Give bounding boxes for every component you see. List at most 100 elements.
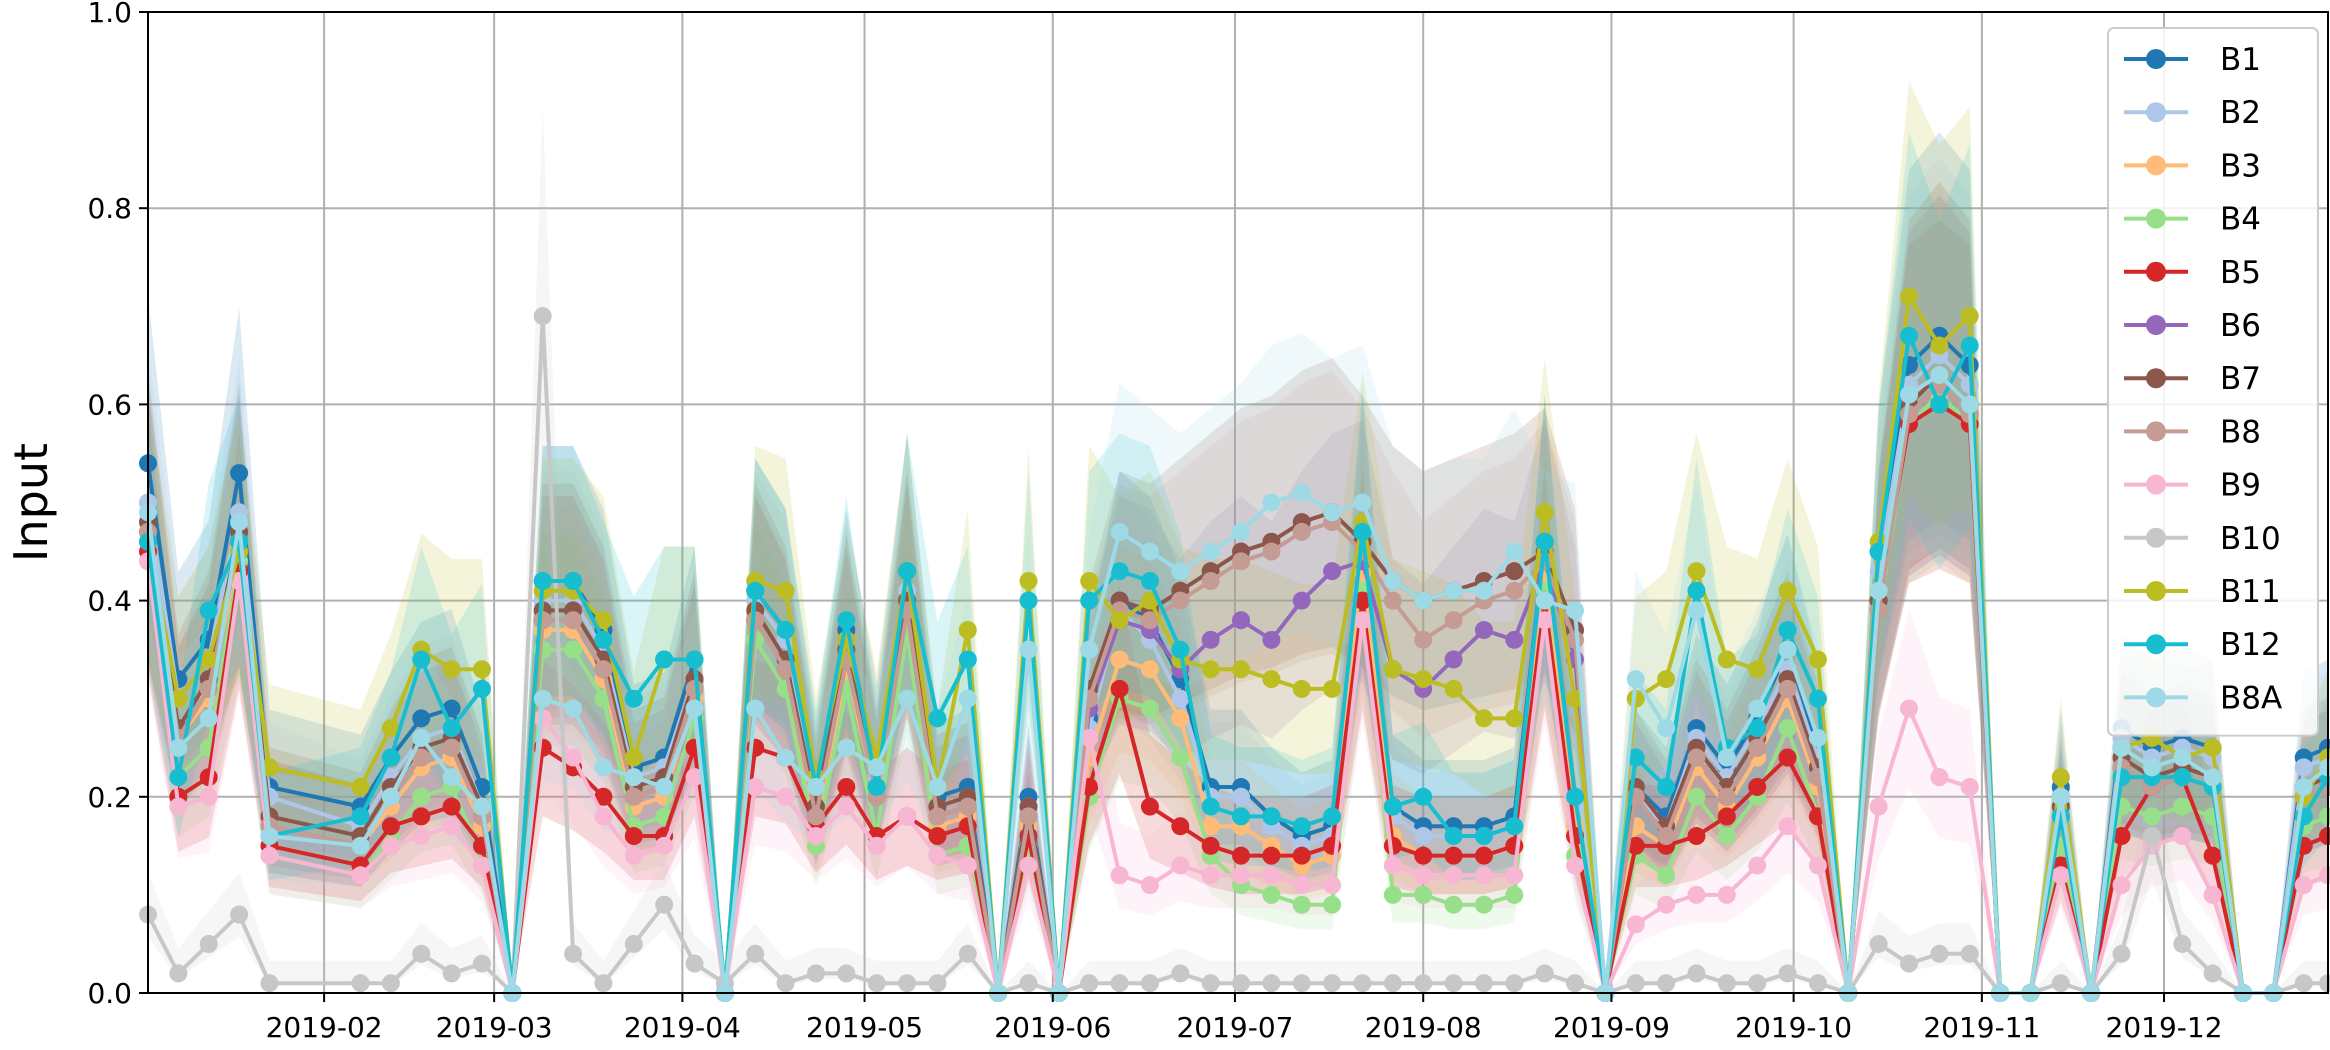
x-tick-label: 2019-11: [1923, 1011, 2040, 1044]
data-point-b8: [1717, 787, 1736, 806]
data-point-b12: [837, 611, 856, 630]
x-tick-label: 2019-04: [624, 1011, 741, 1044]
data-point-b8a: [806, 777, 825, 796]
data-point-b4: [1171, 748, 1190, 767]
data-point-b12: [624, 689, 643, 708]
data-point-b8a: [2142, 758, 2161, 777]
data-point-b10: [1808, 974, 1827, 993]
band-b4: [148, 207, 2328, 993]
band-b5: [148, 219, 2328, 994]
data-point-b8a: [1444, 581, 1463, 600]
data-point-b9: [746, 777, 765, 796]
legend-item-b9: B9: [2124, 468, 2261, 504]
data-point-b8: [1778, 679, 1797, 698]
data-point-b5: [442, 797, 461, 816]
data-point-b8a: [260, 827, 279, 846]
data-point-b10: [1110, 974, 1129, 993]
data-point-b9: [1748, 856, 1767, 875]
data-point-b11: [1444, 679, 1463, 698]
legend-marker-swatch: [2146, 315, 2166, 335]
data-point-b5: [594, 787, 613, 806]
data-point-b8: [1414, 630, 1433, 649]
data-point-b9: [1900, 699, 1919, 718]
data-point-b9: [2051, 866, 2070, 885]
data-point-b9: [1110, 866, 1129, 885]
legend-label: B10: [2220, 521, 2281, 557]
data-point-b8: [958, 797, 977, 816]
data-point-b2: [1414, 827, 1433, 846]
data-point-b6: [1201, 630, 1220, 649]
data-point-b5: [624, 827, 643, 846]
data-point-b8a: [1292, 483, 1311, 502]
data-point-b9: [655, 836, 674, 855]
data-point-b8: [1171, 591, 1190, 610]
data-point-b12: [2051, 807, 2070, 826]
legend-item-b2: B2: [2124, 95, 2261, 131]
data-point-b9: [624, 846, 643, 865]
data-point-b5: [1778, 748, 1797, 767]
band-b7: [148, 182, 2328, 993]
data-point-b4: [1687, 787, 1706, 806]
data-point-b10: [1930, 944, 1949, 963]
x-tick-label: 2019-09: [1553, 1011, 1670, 1044]
data-point-b9: [1383, 856, 1402, 875]
data-point-b10: [2142, 827, 2161, 846]
data-point-b9: [1019, 856, 1038, 875]
legend-box: [2107, 27, 2319, 737]
data-point-b8: [564, 611, 583, 630]
data-point-b9: [1414, 866, 1433, 885]
data-point-b4: [2142, 807, 2161, 826]
data-point-b8: [806, 807, 825, 826]
data-point-b8a: [1414, 591, 1433, 610]
data-point-b10: [1474, 974, 1493, 993]
data-point-b10: [1292, 974, 1311, 993]
data-point-b9: [1474, 866, 1493, 885]
data-point-b8: [928, 807, 947, 826]
data-point-b11: [1474, 709, 1493, 728]
data-point-b10: [1201, 974, 1220, 993]
data-point-b5: [1201, 836, 1220, 855]
data-point-b9: [381, 836, 400, 855]
data-point-b8a: [1869, 581, 1888, 600]
data-point-b11: [381, 719, 400, 738]
data-point-b10: [230, 905, 249, 924]
plot-frame: [147, 11, 2329, 994]
data-point-b10: [381, 974, 400, 993]
data-point-b12: [958, 650, 977, 669]
legend-marker-swatch: [2146, 261, 2166, 282]
data-point-b8a: [564, 699, 583, 718]
data-point-b8a: [594, 758, 613, 777]
data-point-b12: [1657, 777, 1676, 796]
data-point-b4: [1323, 895, 1342, 914]
data-point-b8a: [381, 787, 400, 806]
data-point-b12: [2173, 768, 2192, 787]
data-point-b8a: [1110, 522, 1129, 541]
data-point-b10: [1353, 974, 1372, 993]
data-point-b8a: [1748, 699, 1767, 718]
data-point-b8a: [1201, 542, 1220, 561]
data-point-b11: [442, 660, 461, 679]
data-point-b12: [1900, 326, 1919, 345]
data-point-b8a: [199, 709, 218, 728]
data-point-b11: [199, 650, 218, 669]
data-point-b10: [351, 974, 370, 993]
data-point-b8a: [685, 699, 704, 718]
data-point-b12: [928, 709, 947, 728]
data-point-b8a: [412, 728, 431, 747]
data-point-b12: [1080, 591, 1099, 610]
data-point-b12: [351, 807, 370, 826]
data-point-b5: [1140, 797, 1159, 816]
data-point-b5: [1748, 777, 1767, 796]
data-point-b8a: [746, 699, 765, 718]
data-point-b12: [1808, 689, 1827, 708]
legend-marker-swatch: [2146, 102, 2166, 123]
legend-item-b5: B5: [2124, 255, 2261, 291]
data-point-b4: [1383, 885, 1402, 904]
data-point-b11: [1717, 650, 1736, 669]
data-point-b12: [1626, 748, 1645, 767]
data-point-b7: [1505, 562, 1524, 581]
data-point-b11: [1535, 503, 1554, 522]
data-point-b8a: [533, 689, 552, 708]
data-point-b9: [867, 836, 886, 855]
y-axis-ticks: 0.0 0.2 0.4 0.6 0.8 1.0: [87, 0, 148, 1010]
